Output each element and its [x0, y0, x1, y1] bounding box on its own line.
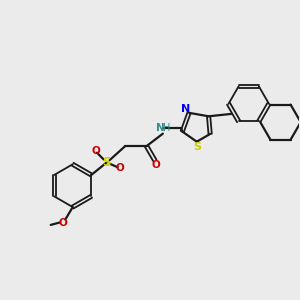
Text: N: N — [181, 104, 190, 114]
Text: O: O — [91, 146, 100, 156]
Text: O: O — [116, 163, 124, 173]
Text: O: O — [152, 160, 161, 170]
Text: O: O — [59, 218, 68, 227]
Text: N: N — [156, 123, 165, 133]
Text: H: H — [163, 123, 170, 133]
Text: S: S — [193, 142, 201, 152]
Text: S: S — [103, 156, 111, 169]
